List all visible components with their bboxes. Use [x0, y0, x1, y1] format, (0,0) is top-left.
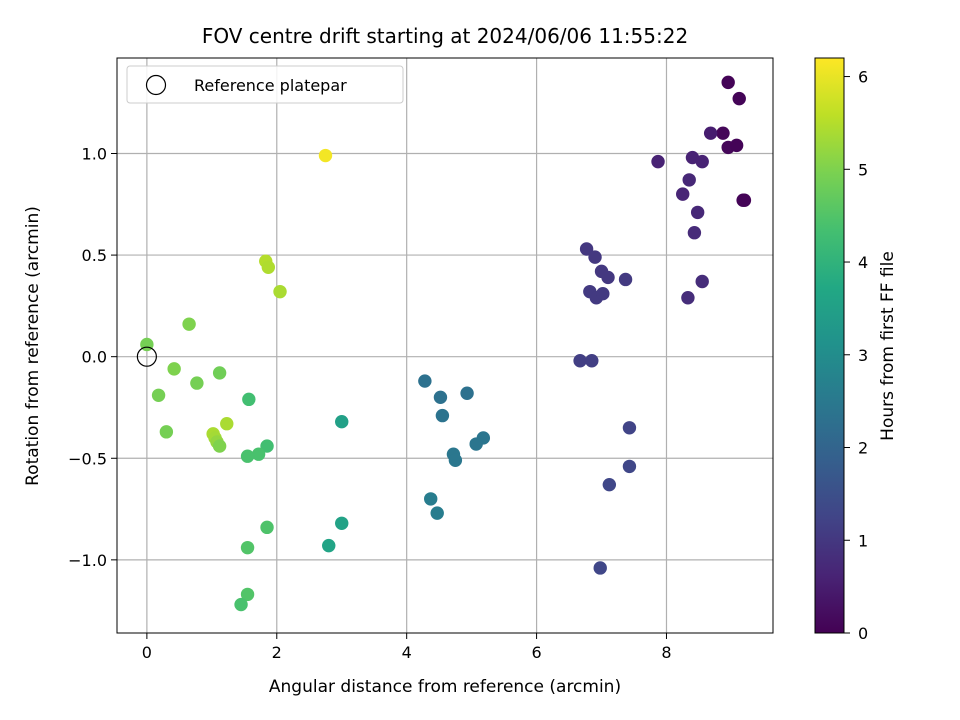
data-point — [318, 148, 333, 163]
data-point — [703, 126, 718, 140]
data-point — [260, 439, 274, 453]
y-tick-label: 0.5 — [82, 246, 107, 265]
data-point — [260, 520, 274, 535]
reference-marker-layer — [136, 346, 157, 367]
data-point — [695, 154, 709, 169]
colorbar-tick-label: 6 — [858, 68, 868, 87]
data-point — [687, 226, 702, 240]
colorbar-tick-label: 1 — [858, 531, 868, 550]
data-point — [430, 506, 444, 520]
x-tick-label: 4 — [402, 643, 412, 662]
x-tick-label: 0 — [142, 643, 152, 662]
data-point — [622, 459, 637, 474]
data-point — [433, 390, 448, 405]
data-point — [182, 317, 196, 331]
colorbar — [815, 58, 844, 633]
colorbar-label: Hours from first FF file — [878, 251, 898, 441]
data-point — [240, 449, 255, 463]
colorbar-tick-label: 4 — [858, 253, 868, 272]
x-tick-label: 8 — [661, 643, 671, 662]
y-tick-label: 1.0 — [82, 144, 107, 163]
data-point — [424, 492, 438, 506]
data-point — [335, 516, 349, 530]
x-axis-ticks: 0 2 4 6 8 — [142, 633, 672, 662]
data-point — [622, 421, 637, 435]
data-point — [240, 587, 255, 602]
data-point — [596, 286, 610, 301]
data-point — [573, 354, 587, 368]
colorbar-tick-label: 0 — [858, 624, 868, 643]
data-point — [448, 453, 463, 467]
y-tick-label: −0.5 — [68, 449, 107, 468]
data-point — [593, 561, 607, 575]
data-point — [435, 408, 450, 423]
data-point — [729, 138, 744, 153]
data-point — [212, 366, 227, 380]
data-point — [676, 187, 690, 201]
chart-title: FOV centre drift starting at 2024/06/06 … — [202, 24, 688, 48]
data-point — [469, 437, 483, 451]
reference-platepar-marker — [136, 346, 157, 367]
data-point — [240, 540, 255, 555]
data-point — [588, 250, 602, 264]
data-point — [682, 173, 696, 187]
data-point — [335, 414, 349, 429]
data-point — [261, 260, 276, 274]
data-point — [418, 374, 432, 388]
data-point — [159, 425, 174, 439]
legend-label-reference-platepar: Reference platepar — [194, 76, 347, 95]
data-point — [322, 538, 336, 553]
data-point — [732, 91, 746, 106]
data-points — [140, 75, 752, 612]
colorbar-tick-label: 2 — [858, 439, 868, 458]
data-point — [251, 447, 266, 461]
data-point — [585, 354, 599, 368]
data-point — [460, 386, 474, 400]
colorbar-ticks: 0 1 2 3 4 5 6 — [844, 68, 868, 643]
data-point — [140, 337, 154, 352]
x-axis-label: Angular distance from reference (arcmin) — [269, 677, 621, 697]
y-axis-ticks: −1.0 −0.5 0.0 0.5 1.0 — [68, 144, 117, 570]
data-point — [151, 388, 166, 402]
legend-open-circle-marker — [145, 74, 167, 96]
data-point — [602, 477, 617, 492]
colorbar-frame — [814, 57, 845, 634]
data-point — [681, 291, 695, 305]
plot-area-frame — [116, 57, 774, 634]
data-point — [234, 597, 248, 612]
legend-box — [126, 65, 404, 104]
legend: Reference platepar — [126, 65, 404, 104]
data-point — [212, 439, 227, 453]
data-point — [242, 392, 256, 407]
colorbar-tick-label: 3 — [858, 346, 868, 365]
data-point — [601, 270, 615, 285]
grid-lines — [117, 58, 773, 633]
data-point — [618, 272, 633, 287]
data-point — [220, 417, 234, 431]
x-tick-label: 6 — [531, 643, 541, 662]
x-tick-label: 2 — [272, 643, 282, 662]
y-axis-label: Rotation from reference (arcmin) — [23, 206, 43, 486]
data-point — [651, 154, 665, 169]
y-tick-label: −1.0 — [68, 551, 107, 570]
colorbar-tick-label: 5 — [858, 160, 868, 179]
data-point — [690, 205, 705, 220]
data-point — [579, 242, 594, 256]
data-point — [695, 274, 709, 289]
data-point — [167, 362, 181, 376]
data-point — [273, 284, 287, 299]
data-point — [190, 376, 204, 390]
y-tick-label: 0.0 — [82, 348, 107, 367]
data-point — [737, 193, 752, 207]
data-point — [721, 75, 735, 90]
data-point — [716, 126, 730, 140]
